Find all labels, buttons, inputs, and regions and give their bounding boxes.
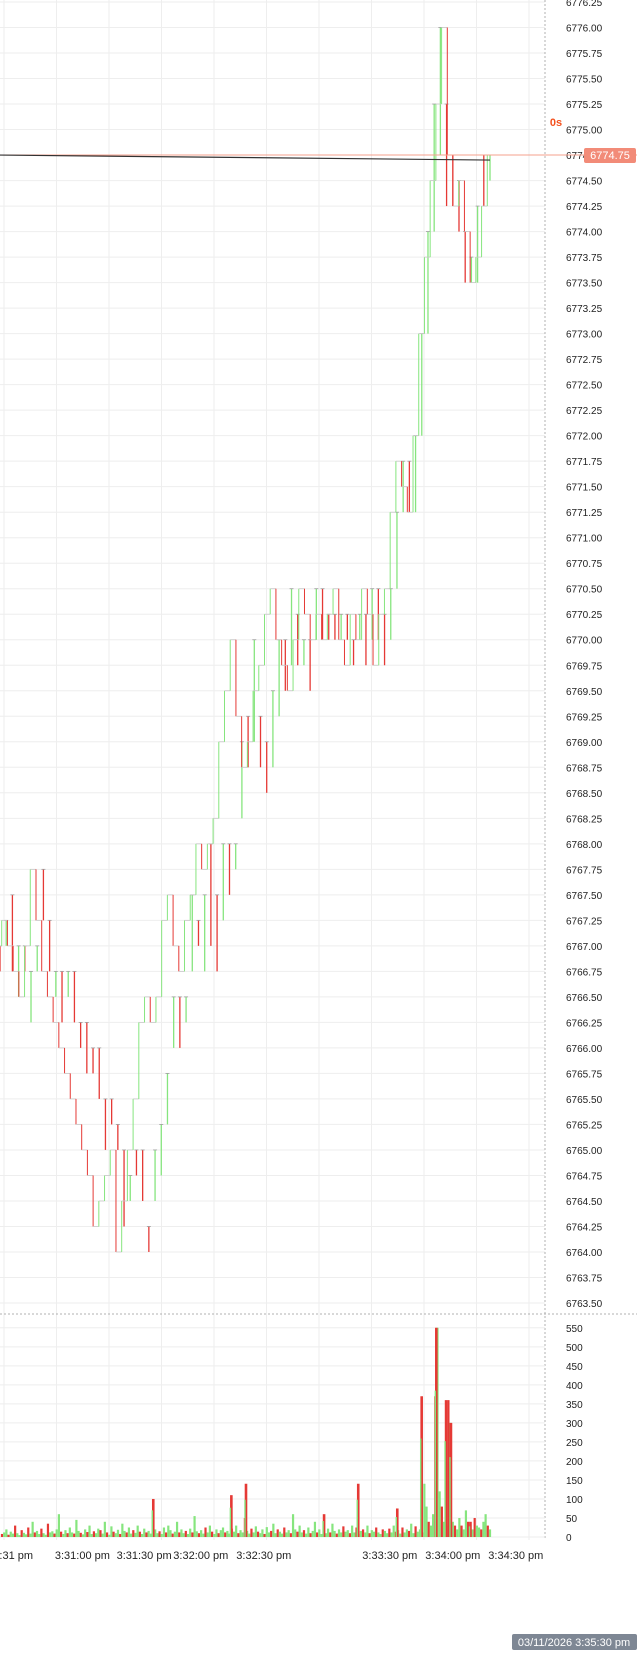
price-tick-label: 6770.50 [566, 585, 603, 596]
time-tick-label: 3:31:00 pm [55, 1550, 110, 1562]
price-tick-label: 6771.50 [566, 483, 603, 494]
price-tick-label: 6773.50 [566, 279, 603, 290]
price-tick-label: 6770.75 [566, 559, 603, 570]
time-tick-label: 3:30:31 pm [0, 1550, 33, 1562]
price-tick-label: 6775.00 [566, 126, 603, 137]
price-tick-label: 6776.00 [566, 24, 603, 35]
price-tick-label: 6773.25 [566, 304, 603, 315]
volume-tick-label: 300 [566, 1419, 583, 1430]
price-tick-label: 6771.75 [566, 457, 603, 468]
price-tick-label: 6772.50 [566, 381, 603, 392]
time-tick-label: 3:32:30 pm [236, 1550, 291, 1562]
price-series [0, 27, 637, 1253]
price-tick-label: 6769.25 [566, 712, 603, 723]
price-tick-label: 6764.50 [566, 1197, 603, 1208]
price-tick-label: 6769.50 [566, 687, 603, 698]
price-tick-label: 6767.25 [566, 916, 603, 927]
price-tick-label: 6765.75 [566, 1069, 603, 1080]
price-tick-label: 6767.75 [566, 865, 603, 876]
volume-tick-label: 350 [566, 1400, 583, 1411]
volume-tick-label: 250 [566, 1438, 583, 1449]
price-tick-label: 6775.25 [566, 100, 603, 111]
price-tick-label: 6766.75 [566, 967, 603, 978]
volume-tick-label: 450 [566, 1362, 583, 1373]
price-tick-label: 6767.50 [566, 891, 603, 902]
current-time-tag: 03/11/2026 3:35:30 pm [512, 1634, 637, 1650]
volume-tick-label: 150 [566, 1476, 583, 1487]
time-axis[interactable]: 3:30:31 pm 3:31:00 pm 3:31:30 pm3:32:00 pm… [0, 1550, 543, 1562]
price-tick-label: 6765.25 [566, 1120, 603, 1131]
price-tick-label: 6767.00 [566, 942, 603, 953]
price-tick-label: 6766.25 [566, 1018, 603, 1029]
price-tick-label: 6772.75 [566, 355, 603, 366]
time-tick-label: 3:34:00 pm [425, 1550, 480, 1562]
price-tick-label: 6775.75 [566, 49, 603, 60]
volume-tick-label: 200 [566, 1457, 583, 1468]
price-tick-label: 6770.25 [566, 610, 603, 621]
volume-tick-label: 500 [566, 1343, 583, 1354]
price-tick-label: 6764.75 [566, 1171, 603, 1182]
countdown-label: 0s [550, 117, 562, 129]
price-tick-label: 6769.00 [566, 738, 603, 749]
price-axis[interactable]: 6776.25 6776.00 6775.75 6775.50 6775.25 6775.… [566, 0, 603, 1310]
price-tick-label: 6763.50 [566, 1299, 603, 1310]
last-price-tag [584, 148, 636, 164]
last-price-overlay: 0s 6774.75 [550, 117, 636, 164]
volume-series [0, 1327, 492, 1537]
volume-tick-label: 550 [566, 1324, 583, 1335]
time-tick-label: 3:34:30 pm [488, 1550, 543, 1562]
price-tick-label: 6775.50 [566, 75, 603, 86]
time-tick-label: 3:33:30 pm [362, 1550, 417, 1562]
price-tick-label: 6765.50 [566, 1095, 603, 1106]
price-tick-label: 6772.25 [566, 406, 603, 417]
time-tick-label: 3:32:00 pm [173, 1550, 228, 1562]
volume-tick-label: 400 [566, 1381, 583, 1392]
price-tick-label: 6773.75 [566, 253, 603, 264]
price-tick-label: 6771.25 [566, 508, 603, 519]
price-tick-label: 6763.75 [566, 1273, 603, 1284]
time-tick-label: 3:31:30 pm [117, 1550, 172, 1562]
price-tick-label: 6764.00 [566, 1248, 603, 1259]
price-tick-label: 6768.50 [566, 789, 603, 800]
price-tick-label: 6768.00 [566, 840, 603, 851]
volume-tick-label: 50 [566, 1514, 578, 1525]
price-tick-label: 6774.25 [566, 202, 603, 213]
current-time-tag-bg [512, 1634, 637, 1650]
price-tick-label: 6764.25 [566, 1222, 603, 1233]
volume-tick-label: 0 [566, 1533, 572, 1544]
price-tick-label: 6768.75 [566, 763, 603, 774]
price-tick-label: 6765.00 [566, 1146, 603, 1157]
price-tick-label: 6771.00 [566, 534, 603, 545]
price-tick-label: 6766.00 [566, 1044, 603, 1055]
last-price-tag-text: 6774.75 [590, 150, 630, 162]
reference-line [0, 154, 491, 161]
price-tick-label: 6769.75 [566, 661, 603, 672]
volume-tick-label: 100 [566, 1495, 583, 1506]
price-tick-label: 6776.25 [566, 0, 603, 9]
price-tick-label: 6766.50 [566, 993, 603, 1004]
price-tick-label: 6770.00 [566, 636, 603, 647]
price-tick-label: 6774.00 [566, 228, 603, 239]
price-tick-label: 6773.00 [566, 330, 603, 341]
price-tick-label: 6768.25 [566, 814, 603, 825]
current-time-tag-text: 03/11/2026 3:35:30 pm [518, 1637, 630, 1649]
price-tick-label: 6772.00 [566, 432, 603, 443]
price-tick-label: 6774.50 [566, 177, 603, 188]
